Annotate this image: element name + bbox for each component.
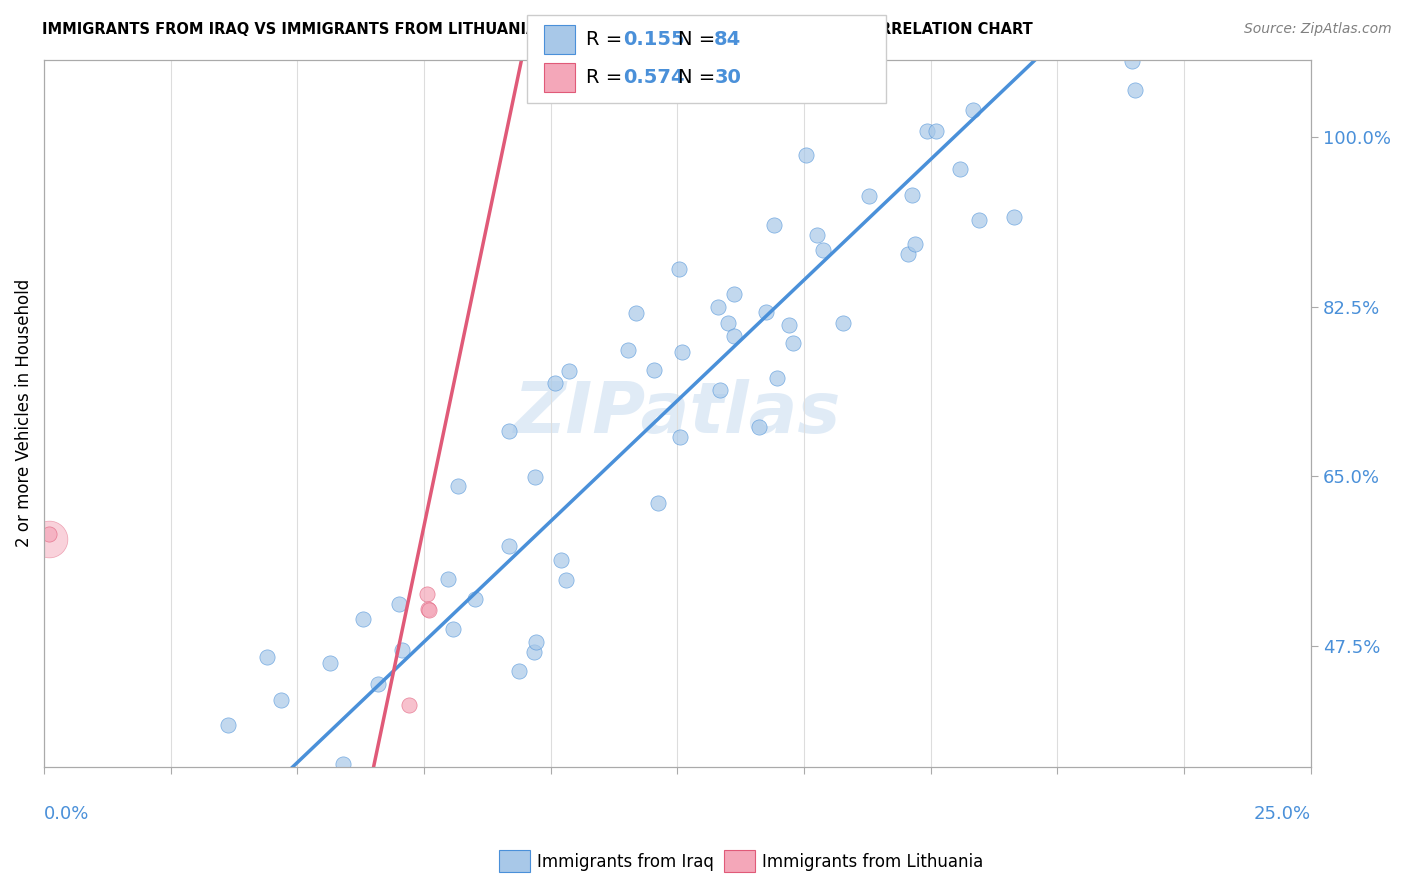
Point [925, 124, 948, 138]
Point [901, 188, 924, 202]
Text: 0.0%: 0.0% [44, 805, 90, 823]
Point [38, 527, 60, 541]
Text: ZIPatlas: ZIPatlas [513, 378, 841, 448]
Point [319, 656, 342, 670]
Point [447, 479, 470, 493]
Point [498, 539, 520, 553]
Point [717, 316, 740, 330]
Point [146, 869, 169, 883]
Point [191, 788, 214, 802]
Point [416, 587, 439, 601]
Point [668, 430, 690, 444]
Point [762, 218, 785, 232]
Point [172, 871, 194, 886]
Point [766, 371, 789, 385]
Point [1121, 54, 1143, 69]
Point [643, 363, 665, 377]
Point [441, 622, 464, 636]
Point [723, 287, 745, 301]
Text: N =: N = [678, 68, 721, 87]
Point [755, 305, 778, 319]
Point [1028, 37, 1050, 52]
Text: Immigrants from Lithuania: Immigrants from Lithuania [762, 853, 983, 871]
Point [352, 863, 374, 878]
Point [550, 552, 572, 566]
Point [1123, 83, 1146, 97]
Point [544, 376, 567, 390]
Point [668, 261, 690, 276]
Text: Source: ZipAtlas.com: Source: ZipAtlas.com [1244, 22, 1392, 37]
Text: 0.155: 0.155 [623, 29, 685, 49]
Point [256, 649, 278, 664]
Point [398, 698, 420, 712]
Point [647, 496, 669, 510]
Y-axis label: 2 or more Vehicles in Household: 2 or more Vehicles in Household [15, 279, 32, 547]
Point [782, 336, 804, 351]
Point [110, 879, 132, 892]
Text: R =: R = [586, 29, 628, 49]
Point [418, 603, 440, 617]
Text: Immigrants from Iraq: Immigrants from Iraq [537, 853, 714, 871]
Point [671, 345, 693, 359]
Text: 25.0%: 25.0% [1253, 805, 1310, 823]
Point [1064, 24, 1087, 38]
Point [437, 572, 460, 586]
Point [309, 830, 332, 844]
Point [962, 103, 984, 117]
Point [709, 383, 731, 397]
Point [523, 470, 546, 484]
Text: 84: 84 [714, 29, 741, 49]
Point [526, 40, 548, 54]
Point [624, 305, 647, 319]
Point [464, 592, 486, 607]
Point [555, 574, 578, 588]
Point [388, 597, 411, 611]
Point [270, 692, 292, 706]
Point [967, 212, 990, 227]
Text: IMMIGRANTS FROM IRAQ VS IMMIGRANTS FROM LITHUANIA 2 OR MORE VEHICLES IN HOUSEHOL: IMMIGRANTS FROM IRAQ VS IMMIGRANTS FROM … [42, 22, 1033, 37]
Point [271, 797, 294, 811]
Point [332, 757, 354, 772]
Point [723, 328, 745, 343]
Point [524, 635, 547, 649]
Point [831, 316, 853, 330]
Point [917, 124, 939, 138]
Point [217, 718, 239, 732]
Point [858, 189, 880, 203]
Point [806, 227, 828, 242]
Point [904, 237, 927, 252]
Point [949, 161, 972, 176]
Point [135, 822, 157, 837]
Point [778, 318, 800, 333]
Point [508, 665, 530, 679]
Text: 30: 30 [714, 68, 741, 87]
Point [794, 147, 817, 161]
Point [811, 243, 834, 257]
Point [523, 644, 546, 658]
Point [1135, 7, 1157, 21]
Point [197, 816, 219, 830]
Point [897, 247, 920, 261]
Point [558, 364, 581, 378]
Text: 0.574: 0.574 [623, 68, 685, 87]
Point [498, 424, 520, 438]
Point [707, 300, 730, 314]
Text: R =: R = [586, 68, 628, 87]
Point [367, 677, 389, 691]
Point [416, 602, 439, 616]
Point [352, 612, 374, 626]
Point [1002, 211, 1025, 225]
Point [391, 642, 413, 657]
Text: N =: N = [678, 29, 721, 49]
Point [38, 532, 60, 546]
Point [748, 419, 770, 434]
Point [617, 343, 640, 357]
